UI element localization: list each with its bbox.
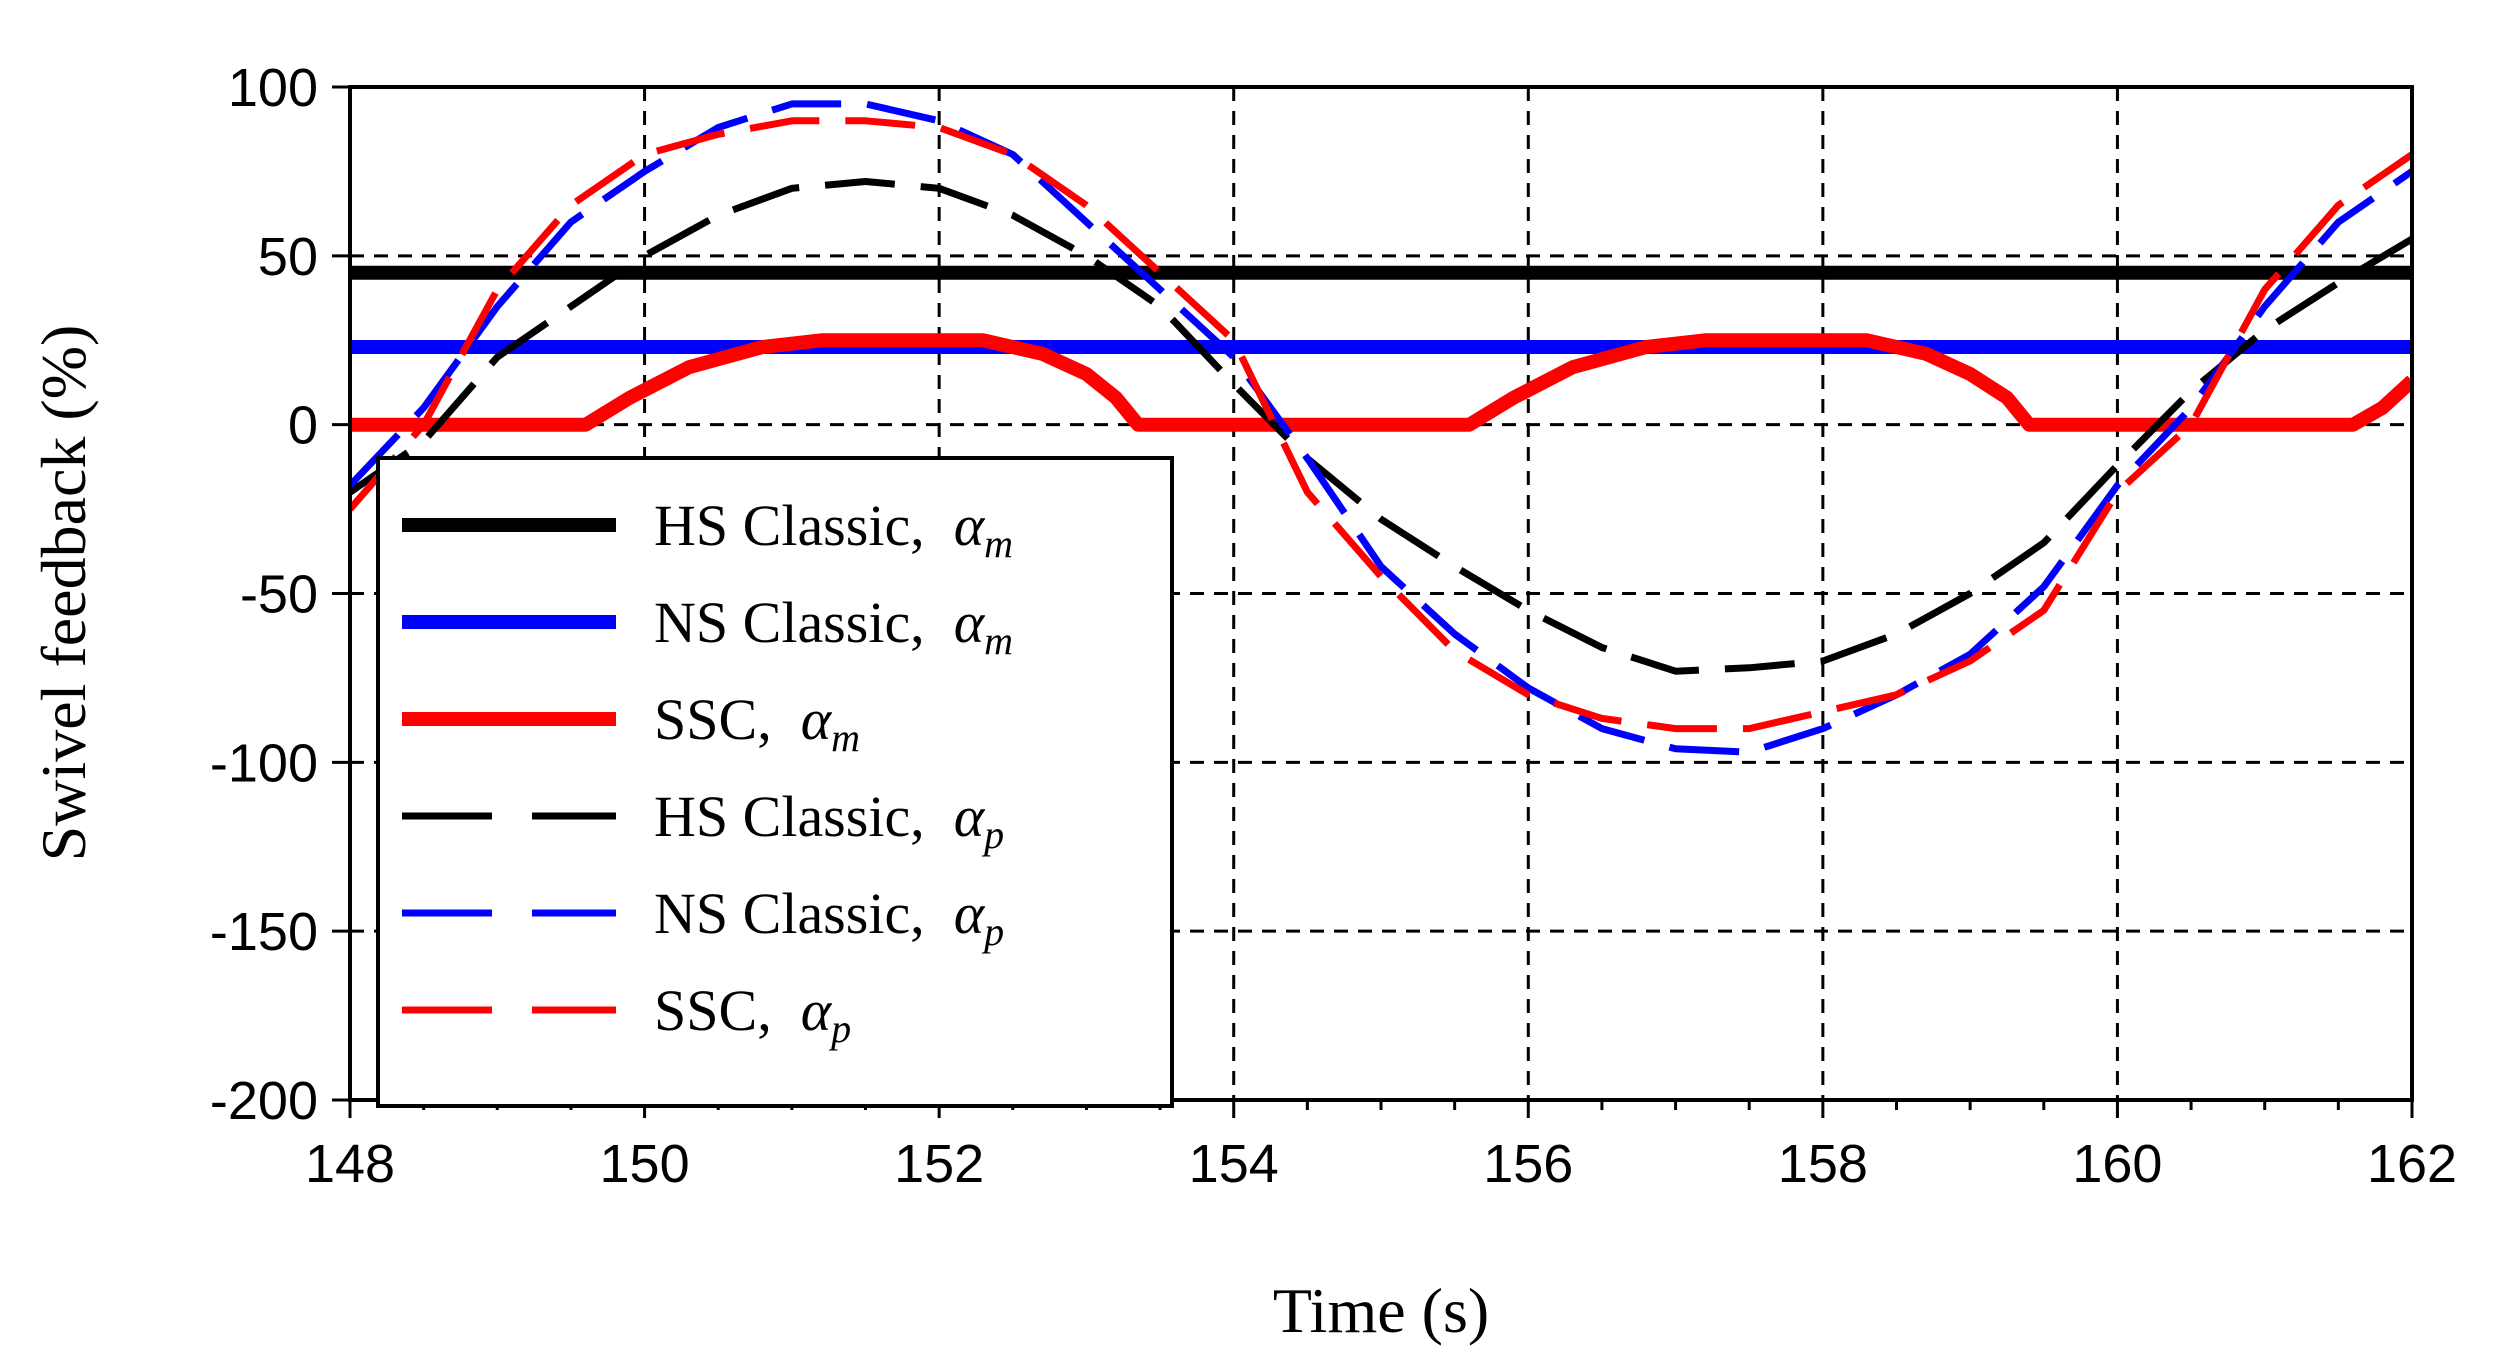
y-tick-label: -200 — [210, 1071, 318, 1131]
x-tick-label: 154 — [1189, 1134, 1279, 1194]
axis-ticks: 148 150 152 154 156 158 160 162 100 50 0 -50 -100 -15… — [210, 58, 2457, 1194]
legend-box — [376, 456, 1174, 1108]
x-tick-label: 152 — [894, 1134, 984, 1194]
x-tick-label: 150 — [600, 1134, 690, 1194]
y-tick-label: 50 — [258, 227, 318, 287]
series-line-6 — [350, 117, 2412, 733]
x-tick-label: 162 — [2367, 1134, 2457, 1194]
series-line-3 — [350, 333, 2412, 432]
legend-label-1: HS Classic, αm — [654, 493, 1013, 566]
y-tick-label: -50 — [240, 565, 318, 625]
x-axis-label: Time (s) — [1273, 1275, 1489, 1346]
x-tick-label: 160 — [2072, 1134, 2162, 1194]
y-tick-label: 0 — [288, 396, 318, 456]
legend-label-4: HS Classic, αp — [654, 784, 1004, 857]
legend-label-5: NS Classic, αp — [654, 881, 1004, 954]
x-tick-label: 158 — [1778, 1134, 1868, 1194]
legend-label-2: NS Classic, αm — [654, 590, 1013, 663]
y-axis-label: Swivel feedback (%) — [28, 325, 99, 862]
legend: HS Classic, αm NS Classic, αm SSC, αm HS Cl… — [376, 456, 1174, 1108]
legend-label-6: SSC, αp — [654, 978, 851, 1051]
series-line-4 — [350, 178, 2412, 675]
y-tick-label: -150 — [210, 902, 318, 962]
x-tick-label: 156 — [1483, 1134, 1573, 1194]
y-tick-label: 100 — [228, 58, 318, 118]
legend-label-3: SSC, αm — [654, 687, 860, 760]
series-group — [350, 100, 2412, 756]
x-tick-label: 148 — [305, 1134, 395, 1194]
y-tick-label: -100 — [210, 733, 318, 793]
